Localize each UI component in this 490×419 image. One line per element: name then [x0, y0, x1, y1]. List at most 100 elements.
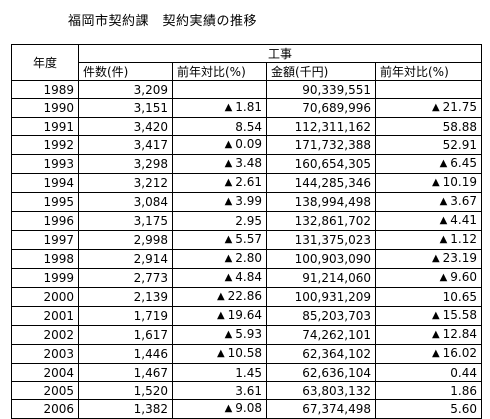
contract-results-table: 年度 工事 件数(件) 前年対比(%) 金額(千円) 前年対比(%) 1989 3… — [11, 44, 483, 419]
amount-pct-cell: 5.60 — [374, 399, 483, 419]
amount-pct-cell-value: 1.86 — [450, 383, 478, 398]
decrease-triangle-icon: ▲ — [439, 158, 448, 169]
year-cell: 1999 — [11, 268, 79, 288]
count-pct-cell-value: 19.64 — [227, 308, 262, 322]
count-pct-cell: ▲ 10.58 — [172, 344, 267, 364]
count-pct-cell-value: 10.58 — [227, 346, 262, 360]
decrease-triangle-icon: ▲ — [431, 253, 440, 264]
count-pct-cell-value: 0.09 — [235, 137, 262, 151]
amount-cell-value: 131,375,023 — [294, 233, 371, 247]
table-row: 1998 2,914 ▲ 2.80 100,903,090 ▲ 23.19 — [11, 249, 483, 269]
amount-pct-cell — [374, 80, 483, 99]
decrease-triangle-icon: ▲ — [431, 329, 440, 340]
amount-pct-cell: ▲ 15.58 — [374, 306, 483, 326]
count-pct-cell-value: 2.80 — [235, 251, 262, 265]
amount-pct-cell: 10.65 — [374, 287, 483, 307]
year-cell-value: 1991 — [43, 119, 74, 134]
count-pct-cell-value: 3.61 — [235, 383, 262, 398]
decrease-triangle-icon: ▲ — [224, 177, 233, 188]
count-pct-cell: ▲ 3.48 — [172, 154, 267, 174]
amount-pct-cell-value: 9.60 — [450, 270, 478, 284]
amount-pct-cell: 0.44 — [374, 363, 483, 382]
amount-pct-cell: ▲ 23.19 — [374, 249, 483, 269]
table-body: 1989 3,209 90,339,551 1990 3,151 ▲ 1.81 70,689,… — [11, 80, 483, 419]
decrease-triangle-icon: ▲ — [224, 329, 233, 340]
count-pct-cell: ▲ 4.84 — [172, 268, 267, 288]
count-pct-cell: ▲ 2.61 — [172, 173, 267, 193]
count-pct-cell: ▲ 0.09 — [172, 135, 267, 155]
count-cell-value: 2,139 — [133, 290, 168, 304]
amount-pct-cell-value: 52.91 — [442, 138, 478, 152]
year-cell-value: 2004 — [43, 365, 74, 380]
count-cell-value: 1,520 — [133, 383, 168, 398]
amount-pct-cell: ▲ 9.60 — [374, 268, 483, 288]
count-cell: 3,420 — [78, 117, 173, 136]
count-cell-value: 2,914 — [133, 252, 168, 266]
table-row: 1993 3,298 ▲ 3.48 160,654,305 ▲ 6.45 — [11, 154, 483, 174]
count-pct-cell: ▲ 9.08 — [172, 399, 267, 419]
count-cell: 2,773 — [78, 268, 173, 288]
amount-cell: 63,803,132 — [266, 381, 376, 400]
count-pct-cell-value: 22.86 — [227, 289, 262, 303]
amount-cell-value: 112,311,162 — [294, 119, 371, 134]
year-cell: 1990 — [11, 98, 79, 118]
header-row-group: 年度 工事 — [11, 44, 483, 81]
year-cell-value: 2005 — [43, 383, 74, 398]
count-pct-column-header: 前年対比(%) — [172, 62, 267, 81]
decrease-triangle-icon: ▲ — [224, 234, 233, 245]
amount-column-header: 金額(千円) — [266, 62, 376, 81]
year-cell: 1992 — [11, 135, 79, 155]
count-pct-cell-value: 3.48 — [235, 156, 262, 170]
amount-pct-cell-value: 58.88 — [442, 119, 478, 134]
amount-pct-cell: ▲ 1.12 — [374, 230, 483, 250]
amount-pct-cell-value: 10.65 — [442, 290, 478, 304]
amount-pct-cell: 52.91 — [374, 135, 483, 155]
year-cell: 2004 — [11, 363, 79, 382]
amount-cell: 112,311,162 — [266, 117, 376, 136]
amount-cell-value: 90,339,551 — [302, 82, 371, 97]
table-row: 2000 2,139 ▲ 22.86 100,931,209 10.65 — [11, 287, 483, 307]
amount-cell-value: 62,364,102 — [302, 347, 371, 361]
amount-cell-value: 160,654,305 — [294, 157, 371, 171]
count-pct-cell-value: 9.08 — [235, 401, 262, 415]
count-pct-cell-value: 2.61 — [235, 175, 262, 189]
amount-cell: 100,931,209 — [266, 287, 376, 307]
count-cell: 1,617 — [78, 325, 173, 345]
table-row: 1996 3,175 2.95 132,861,702 ▲ 4.41 — [11, 211, 483, 231]
amount-cell-value: 74,262,101 — [302, 328, 371, 342]
count-cell-value: 1,446 — [133, 347, 168, 361]
table-row: 1990 3,151 ▲ 1.81 70,689,996 ▲ 21.75 — [11, 98, 483, 118]
page-title: 福岡市契約課 契約実績の推移 — [68, 14, 258, 29]
year-cell: 2000 — [11, 287, 79, 307]
count-pct-cell-value: 5.93 — [235, 327, 262, 341]
decrease-triangle-icon: ▲ — [224, 403, 233, 414]
count-pct-cell: 1.45 — [172, 363, 267, 382]
amount-cell-value: 100,931,209 — [294, 290, 371, 304]
year-cell: 2001 — [11, 306, 79, 326]
decrease-triangle-icon: ▲ — [439, 272, 448, 283]
count-cell: 3,209 — [78, 80, 173, 99]
year-cell-value: 1998 — [43, 252, 74, 266]
amount-pct-cell: ▲ 10.19 — [374, 173, 483, 193]
count-cell-value: 3,420 — [133, 119, 168, 134]
amount-cell: 74,262,101 — [266, 325, 376, 345]
count-pct-cell: 3.61 — [172, 381, 267, 400]
count-cell-value: 1,617 — [133, 328, 168, 342]
count-pct-cell-value: 4.84 — [235, 270, 262, 284]
amount-pct-cell-value: 15.58 — [442, 308, 478, 322]
amount-pct-cell: ▲ 21.75 — [374, 98, 483, 118]
year-cell: 1989 — [11, 80, 79, 99]
amount-cell: 131,375,023 — [266, 230, 376, 250]
decrease-triangle-icon: ▲ — [431, 348, 440, 359]
amount-pct-cell-value: 5.60 — [450, 402, 478, 416]
decrease-triangle-icon: ▲ — [431, 310, 440, 321]
amount-pct-cell-value: 21.75 — [442, 100, 478, 114]
year-cell: 2006 — [11, 399, 79, 419]
year-cell-value: 1993 — [43, 157, 74, 171]
amount-cell: 62,364,102 — [266, 344, 376, 364]
count-cell-value: 3,212 — [133, 176, 168, 190]
amount-cell-value: 70,689,996 — [302, 101, 371, 115]
count-cell: 3,084 — [78, 192, 173, 212]
year-cell-value: 2002 — [43, 328, 74, 342]
amount-pct-cell-value: 0.44 — [450, 365, 478, 380]
